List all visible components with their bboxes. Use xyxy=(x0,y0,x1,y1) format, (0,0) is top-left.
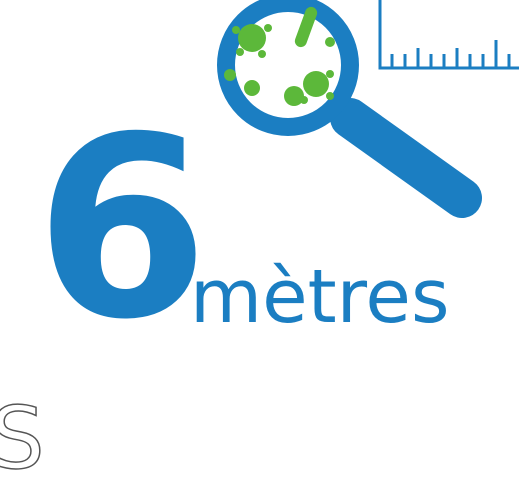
headline-number: 6 xyxy=(35,83,209,374)
infographic: 6 mètres S xyxy=(0,0,519,493)
magnifier xyxy=(224,3,462,198)
headline-unit: mètres xyxy=(190,254,450,340)
text-fragment: S xyxy=(0,389,45,489)
page: 6 mètres S (() => { const data = JSON.pa… xyxy=(0,0,519,493)
ruler xyxy=(380,0,519,68)
